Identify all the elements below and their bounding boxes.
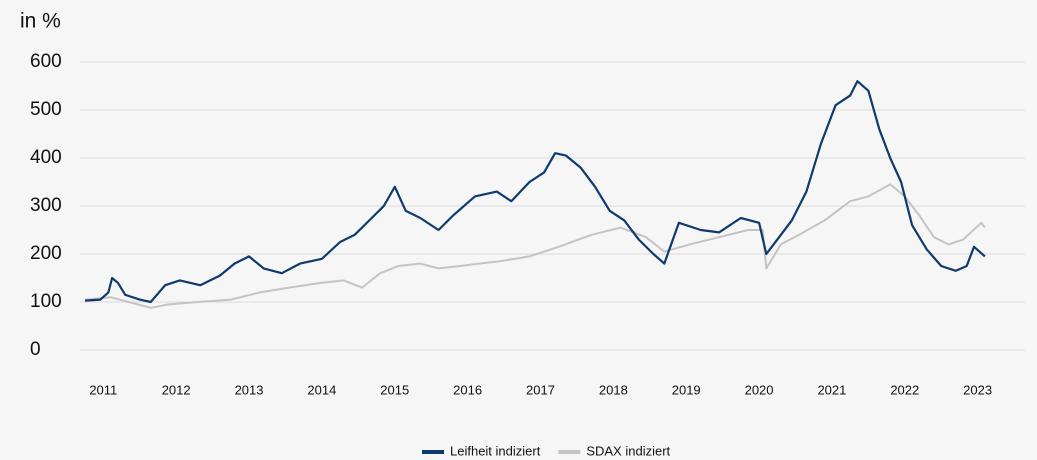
y-tick-label: 100 — [30, 291, 62, 312]
y-tick-label: 500 — [30, 99, 62, 120]
x-tick-label: 2021 — [817, 382, 846, 397]
x-tick-label: 2019 — [672, 382, 701, 397]
legend-label: Leifheit indiziert — [450, 443, 541, 458]
x-tick-label: 2020 — [745, 382, 774, 397]
y-tick-label: 600 — [30, 51, 62, 72]
series-line — [85, 183, 986, 309]
y-tick-label: 300 — [30, 195, 62, 216]
x-tick-label: 2022 — [890, 382, 919, 397]
x-tick-label: 2014 — [307, 382, 336, 397]
y-axis-label: in % — [20, 10, 61, 33]
y-tick-label: 0 — [30, 339, 41, 360]
x-tick-label: 2017 — [526, 382, 555, 397]
x-tick-label: 2012 — [162, 382, 191, 397]
x-tick-label: 2015 — [380, 382, 409, 397]
y-tick-label: 200 — [30, 243, 62, 264]
series-line — [85, 80, 986, 304]
x-tick-label: 2011 — [89, 382, 117, 397]
x-tick-label: 2016 — [453, 382, 482, 397]
x-tick-label: 2013 — [235, 382, 264, 397]
y-tick-label: 400 — [30, 147, 62, 168]
x-tick-label: 2023 — [963, 382, 992, 397]
x-tick-label: 2018 — [599, 382, 628, 397]
legend-label: SDAX indiziert — [586, 443, 670, 458]
